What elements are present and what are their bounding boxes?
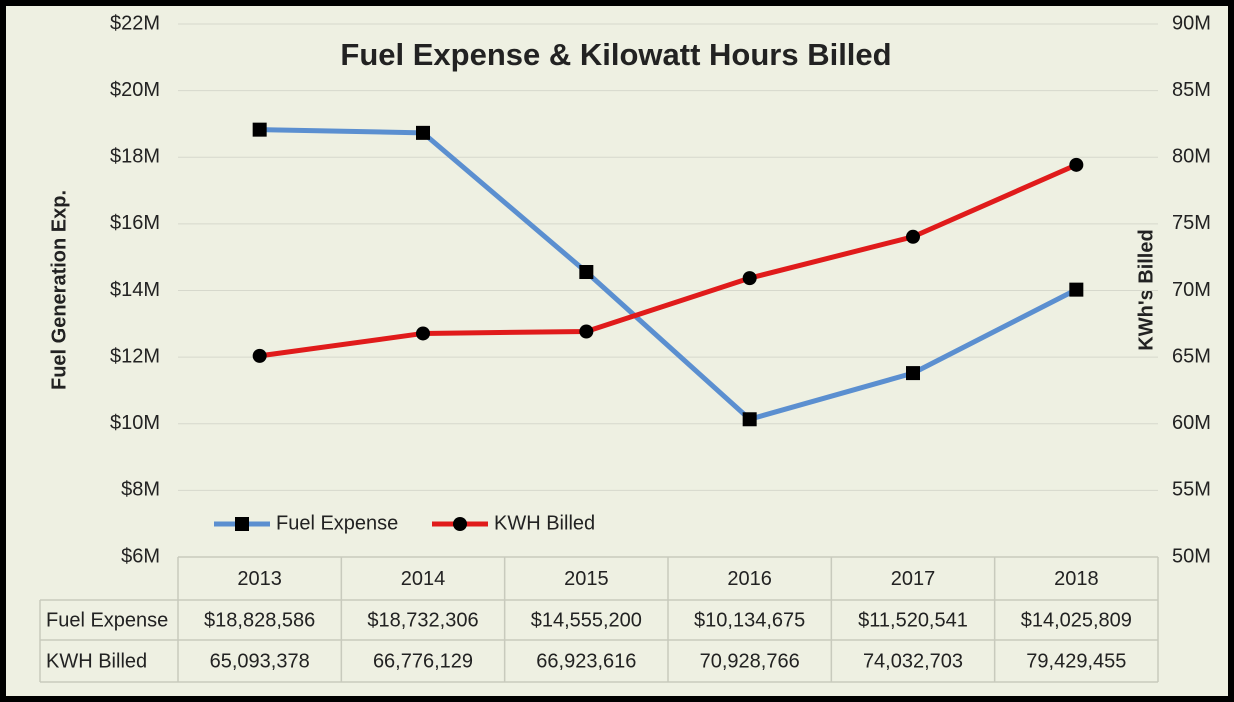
marker — [416, 326, 430, 341]
marker — [579, 324, 594, 339]
y-tick-label: $16M — [110, 212, 160, 234]
marker — [906, 366, 920, 381]
table-cell: $14,555,200 — [531, 609, 642, 631]
table-cell: 66,923,616 — [536, 650, 636, 672]
x-tick-label: 2017 — [891, 568, 936, 590]
x-tick-label: 2014 — [401, 568, 446, 590]
y2-tick-label: 55M — [1172, 479, 1211, 501]
y-axis-label: Fuel Generation Exp. — [48, 190, 70, 390]
table-cell: 65,093,378 — [210, 650, 310, 672]
x-tick-label: 2018 — [1054, 568, 1099, 590]
y2-tick-label: 70M — [1172, 279, 1211, 301]
y2-tick-label: 50M — [1172, 545, 1211, 567]
marker — [906, 229, 920, 244]
legend-marker — [453, 517, 467, 531]
y2-tick-label: 90M — [1172, 12, 1211, 34]
y-tick-label: $6M — [121, 545, 160, 567]
line — [259, 162, 1078, 359]
table-cell: $18,828,586 — [204, 609, 315, 631]
legend-label: Fuel Expense — [276, 512, 398, 534]
y-tick-label: $18M — [110, 146, 160, 168]
table-cell: $18,732,306 — [367, 609, 478, 631]
y2-tick-label: 80M — [1172, 146, 1211, 168]
y-tick-label: $8M — [121, 479, 160, 501]
legend-marker — [235, 517, 249, 531]
x-tick-label: 2015 — [564, 568, 609, 590]
marker — [742, 271, 757, 286]
marker — [1069, 282, 1084, 297]
y2-tick-label: 60M — [1172, 412, 1211, 434]
y-tick-label: $10M — [110, 412, 160, 434]
marker — [1069, 157, 1084, 172]
y-tick-label: $12M — [110, 345, 160, 367]
line — [259, 127, 1078, 422]
table-row-label: Fuel Expense — [46, 609, 168, 631]
y-tick-label: $20M — [110, 79, 160, 101]
table-cell: 70,928,766 — [700, 650, 800, 672]
x-tick-label: 2013 — [237, 568, 282, 590]
marker — [252, 348, 267, 363]
x-tick-label: 2016 — [727, 568, 772, 590]
y2-tick-label: 75M — [1172, 212, 1211, 234]
y-tick-label: $14M — [110, 279, 160, 301]
table-cell: 79,429,455 — [1026, 650, 1126, 672]
legend-label: KWH Billed — [494, 512, 595, 534]
y2-tick-label: 85M — [1172, 79, 1211, 101]
marker — [416, 125, 430, 140]
chart-title: Fuel Expense & Kilowatt Hours Billed — [340, 37, 891, 72]
table-cell: $10,134,675 — [694, 609, 805, 631]
table-cell: $11,520,541 — [858, 609, 968, 631]
marker — [742, 412, 757, 427]
table-cell: 66,776,129 — [373, 650, 473, 672]
table-cell: $14,025,809 — [1021, 609, 1132, 631]
table-cell: 74,032,703 — [863, 650, 963, 672]
table-row-label: KWH Billed — [46, 650, 147, 672]
marker — [252, 122, 267, 137]
y-tick-label: $22M — [110, 12, 160, 34]
marker — [579, 265, 594, 280]
y2-tick-label: 65M — [1172, 345, 1211, 367]
